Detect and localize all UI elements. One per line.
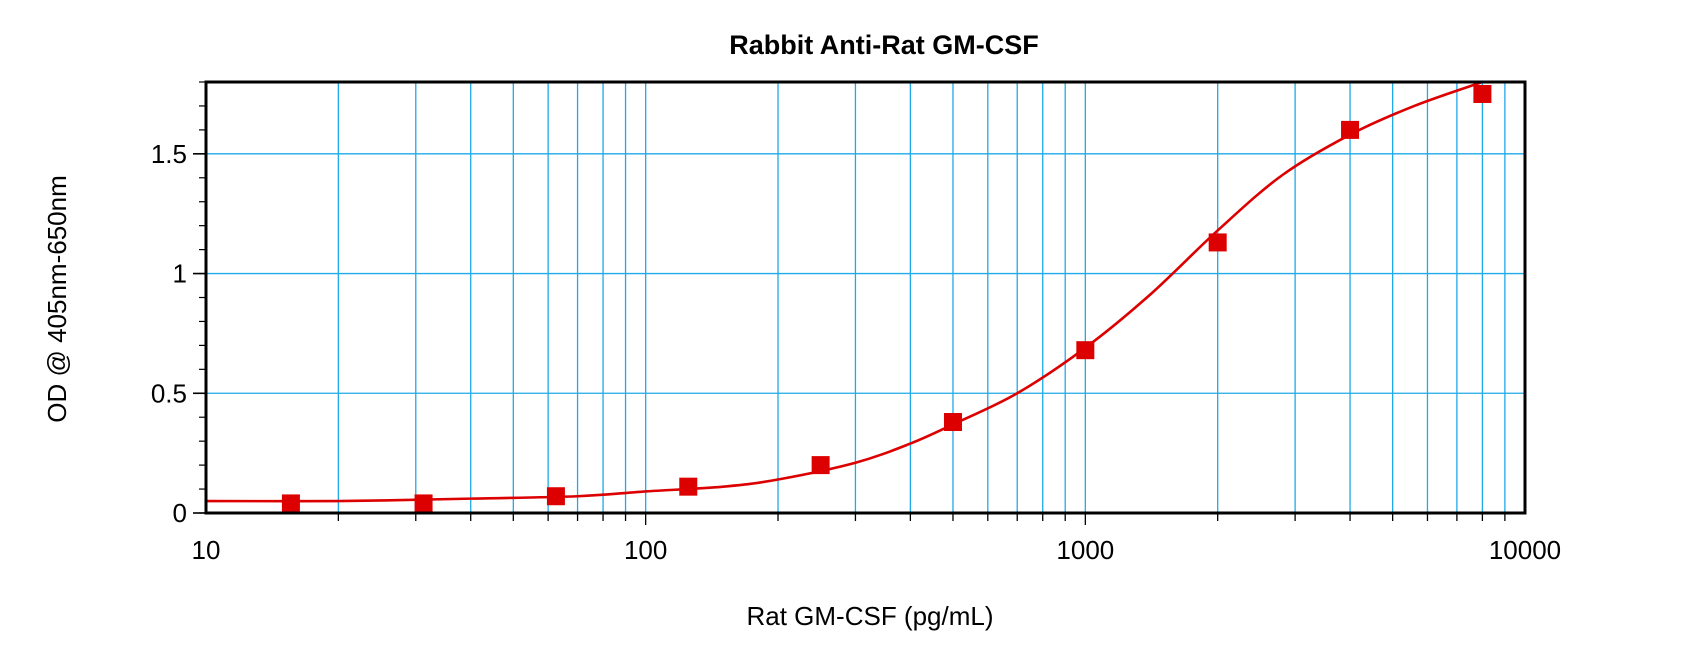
x-tick-label: 10 bbox=[192, 535, 221, 565]
x-axis-label: Rat GM-CSF (pg/mL) bbox=[746, 601, 993, 631]
fitted-curve-line bbox=[206, 82, 1483, 503]
data-points bbox=[281, 84, 1492, 513]
chart-title: Rabbit Anti-Rat GM-CSF bbox=[729, 30, 1038, 60]
tick-labels: 10 100 1000 10000 0 0.5 1 1.5 bbox=[151, 139, 1561, 565]
minor-ticks bbox=[193, 81, 1506, 525]
data-point-marker bbox=[1208, 233, 1227, 252]
y-tick-label: 0.5 bbox=[151, 378, 187, 408]
x-tick-label: 1000 bbox=[1056, 535, 1114, 565]
x-tick-label: 10000 bbox=[1489, 535, 1561, 565]
data-point-marker bbox=[943, 413, 962, 432]
data-point-marker bbox=[546, 487, 565, 506]
data-point-marker bbox=[811, 456, 830, 475]
y-axis-label: OD @ 405nm-650nm bbox=[42, 175, 72, 423]
data-point-marker bbox=[679, 477, 698, 496]
data-point-marker bbox=[1076, 341, 1095, 360]
y-tick-label: 1 bbox=[173, 259, 187, 289]
x-tick-label: 100 bbox=[624, 535, 667, 565]
data-point-marker bbox=[1473, 84, 1492, 103]
data-point-marker bbox=[1341, 120, 1360, 139]
data-point-marker bbox=[281, 494, 300, 513]
y-tick-label: 1.5 bbox=[151, 139, 187, 169]
y-tick-label: 0 bbox=[173, 498, 187, 528]
fitted-curve bbox=[206, 82, 1483, 503]
data-point-marker bbox=[414, 494, 433, 513]
plot-frame bbox=[204, 80, 1527, 515]
grid-lines bbox=[206, 82, 1525, 513]
